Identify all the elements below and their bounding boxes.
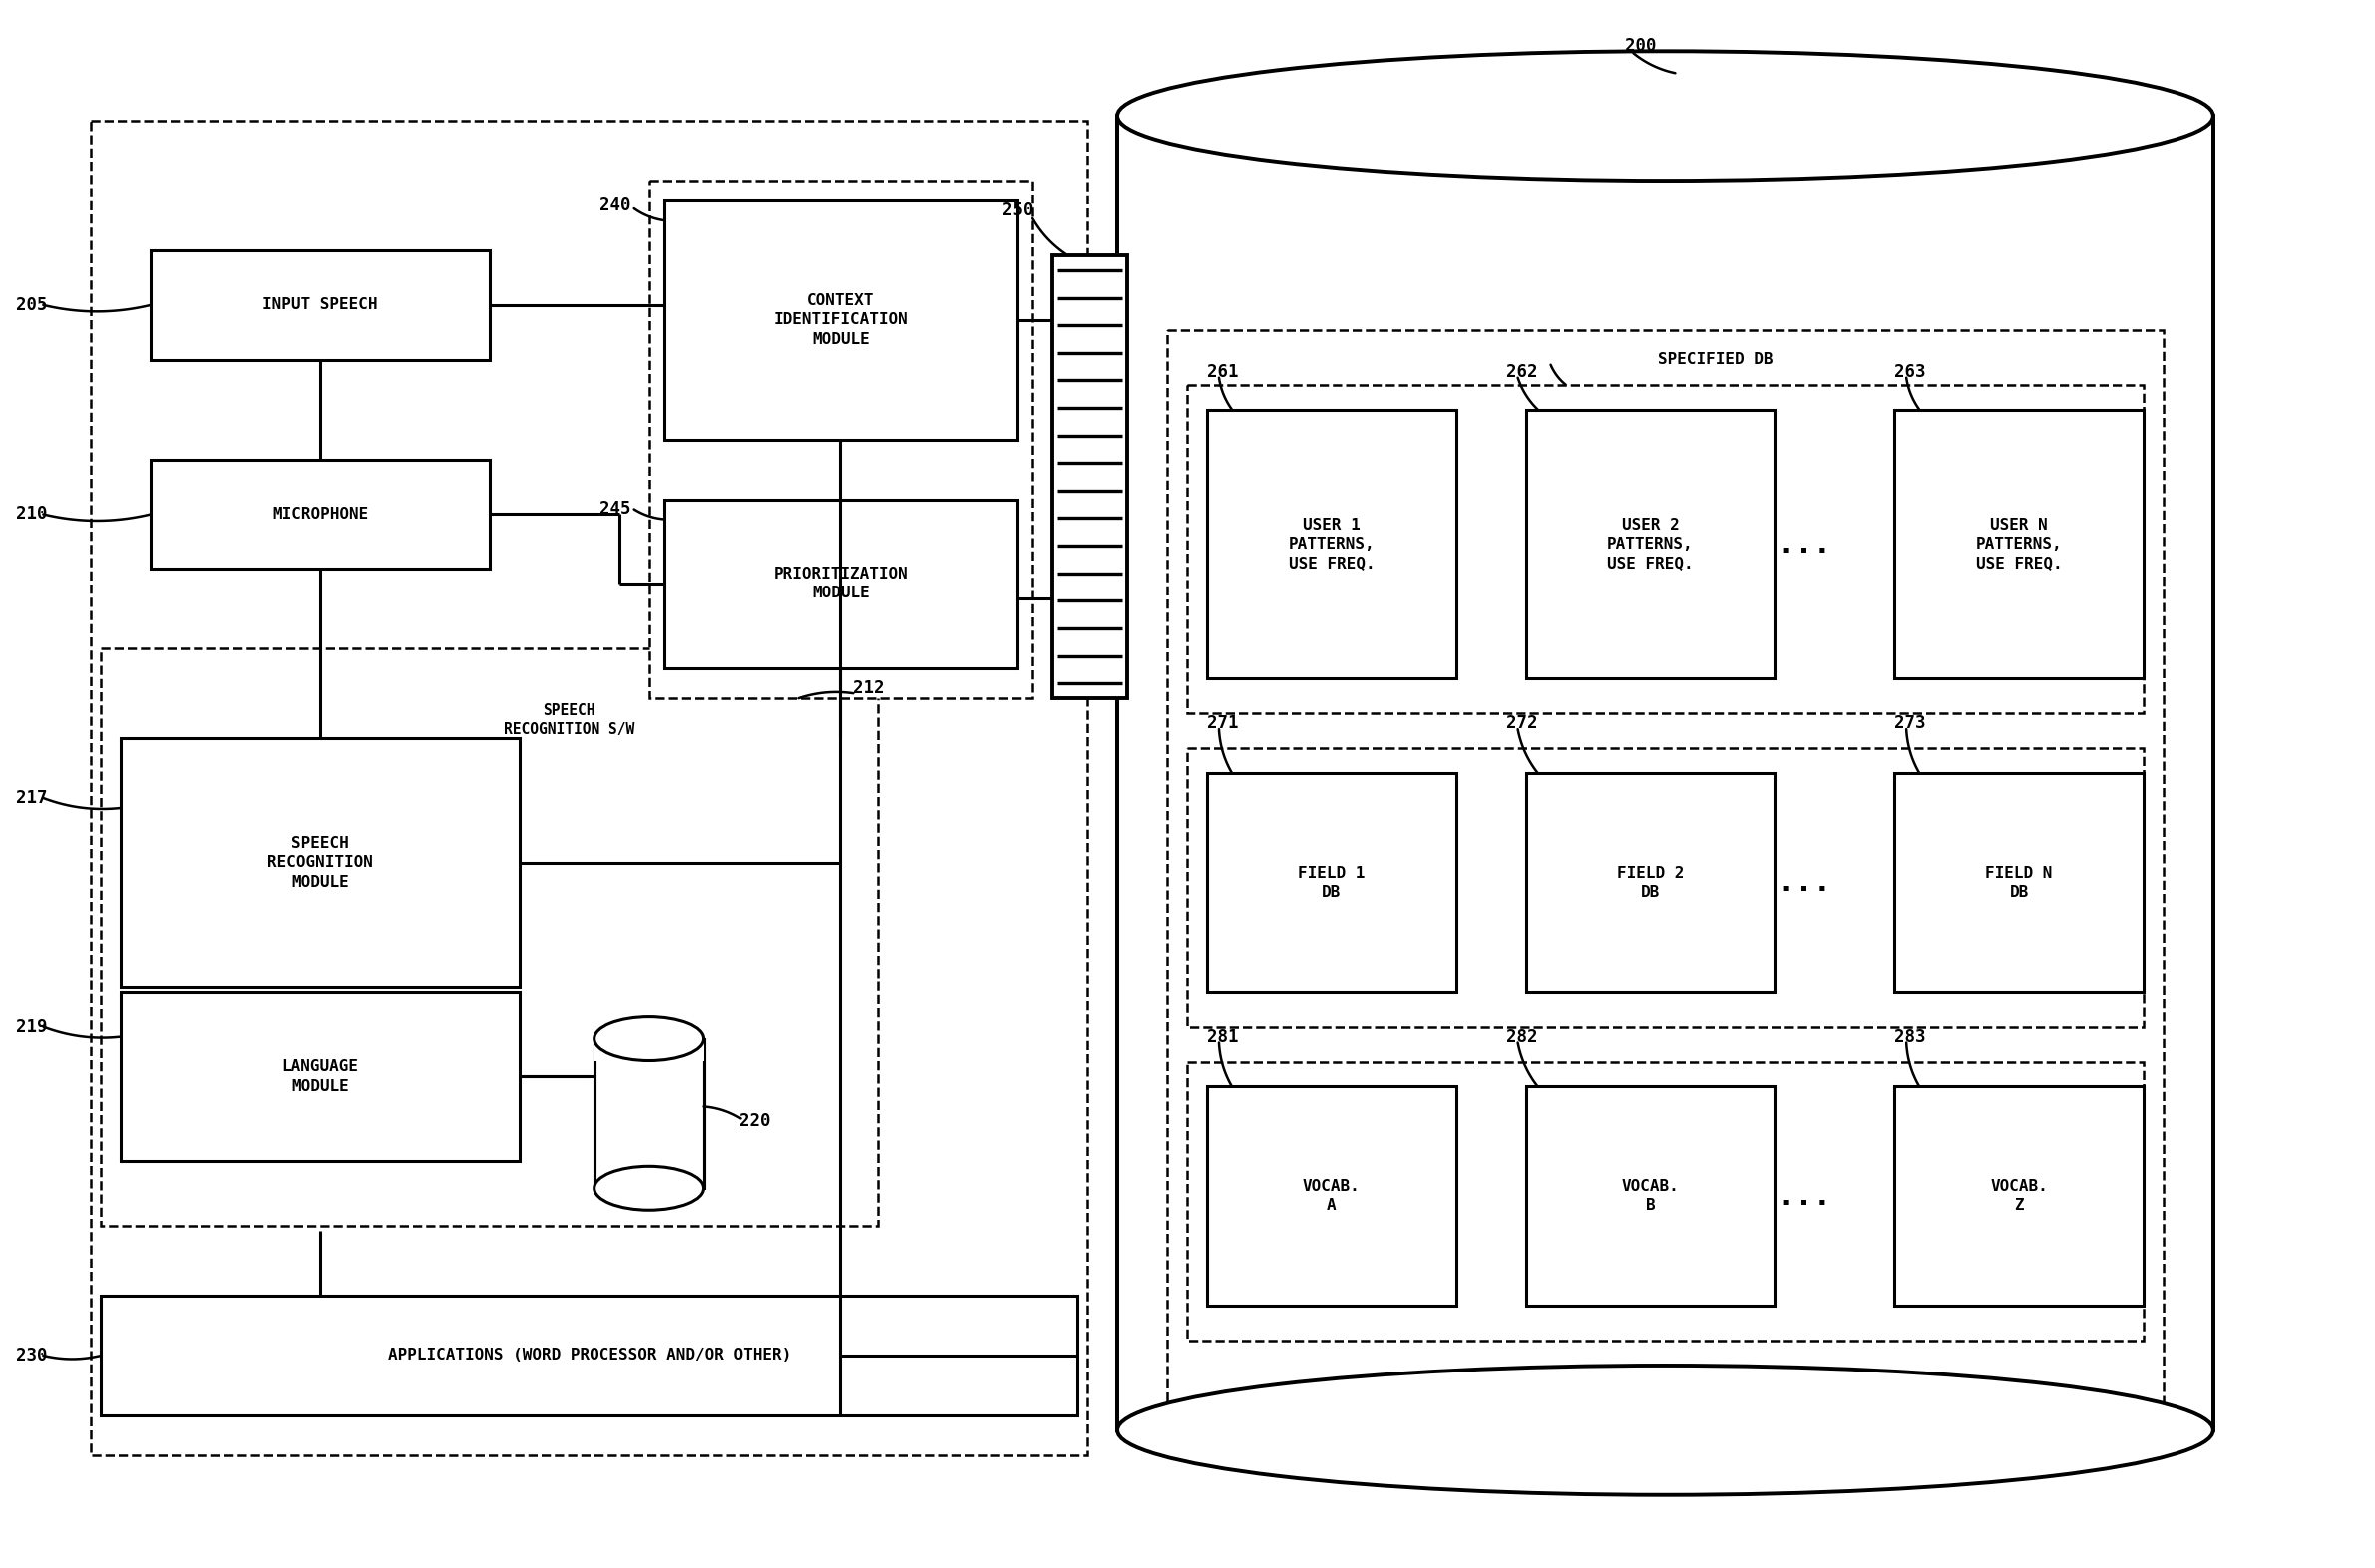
Bar (665, 499, 1016, 668)
Text: USER 1
PATTERNS,
USE FREQ.: USER 1 PATTERNS, USE FREQ. (1287, 517, 1375, 571)
Text: FIELD 1
DB: FIELD 1 DB (1297, 866, 1366, 900)
Text: 263: 263 (1895, 362, 1926, 381)
Text: MICROPHONE: MICROPHONE (273, 506, 368, 522)
Text: 200: 200 (1624, 38, 1658, 55)
Text: 281: 281 (1206, 1029, 1237, 1046)
Text: 261: 261 (1206, 362, 1237, 381)
Bar (1895, 773, 2145, 993)
Text: SPEECH
RECOGNITION
MODULE: SPEECH RECOGNITION MODULE (268, 836, 373, 889)
Bar (1188, 748, 2145, 1027)
Bar (152, 459, 489, 569)
Bar (1525, 409, 1774, 679)
Bar (1895, 1087, 2145, 1306)
Bar (121, 993, 520, 1162)
Text: ...: ... (1776, 869, 1831, 897)
Bar (1188, 1062, 2145, 1341)
Bar (1112, 116, 2218, 185)
Text: 250: 250 (1002, 202, 1033, 220)
Text: 212: 212 (853, 679, 884, 698)
Bar (594, 1040, 703, 1062)
Text: 217: 217 (17, 789, 48, 808)
Text: ...: ... (1776, 530, 1831, 558)
Text: INPUT SPEECH: INPUT SPEECH (264, 298, 378, 312)
Text: VOCAB.
B: VOCAB. B (1622, 1179, 1679, 1214)
Ellipse shape (1116, 52, 2214, 180)
Text: 283: 283 (1895, 1029, 1926, 1046)
Bar (665, 201, 1016, 439)
Text: ...: ... (1776, 1182, 1831, 1210)
Text: 205: 205 (17, 296, 48, 314)
Text: 245: 245 (598, 500, 632, 517)
Bar (594, 1040, 703, 1189)
Bar (1525, 773, 1774, 993)
Text: 262: 262 (1506, 362, 1537, 381)
Text: CONTEXT
IDENTIFICATION
MODULE: CONTEXT IDENTIFICATION MODULE (774, 293, 907, 347)
Text: VOCAB.
A: VOCAB. A (1302, 1179, 1361, 1214)
Bar (1525, 1087, 1774, 1306)
Text: LANGUAGE
MODULE: LANGUAGE MODULE (283, 1060, 359, 1094)
Text: 240: 240 (598, 196, 632, 215)
Bar (1166, 329, 2164, 1435)
Bar (102, 1295, 1078, 1416)
Text: SPECIFIED DB: SPECIFIED DB (1658, 353, 1772, 367)
Text: 210: 210 (17, 505, 48, 524)
Bar (648, 180, 1033, 698)
Bar (102, 649, 879, 1226)
Bar (1188, 384, 2145, 713)
Text: 272: 272 (1506, 715, 1537, 732)
Text: USER N
PATTERNS,
USE FREQ.: USER N PATTERNS, USE FREQ. (1976, 517, 2062, 571)
Text: 271: 271 (1206, 715, 1237, 732)
Bar (90, 121, 1088, 1455)
Text: 230: 230 (17, 1347, 48, 1364)
Bar (1116, 116, 2214, 1430)
Bar (1206, 409, 1456, 679)
Ellipse shape (594, 1018, 703, 1062)
Text: 219: 219 (17, 1018, 48, 1036)
Bar (121, 739, 520, 988)
Ellipse shape (1116, 1366, 2214, 1494)
Text: SPEECH
RECOGNITION S/W: SPEECH RECOGNITION S/W (504, 704, 634, 737)
Bar (1052, 256, 1128, 698)
Text: USER 2
PATTERNS,
USE FREQ.: USER 2 PATTERNS, USE FREQ. (1608, 517, 1693, 571)
Bar (152, 251, 489, 359)
Text: PRIORITIZATION
MODULE: PRIORITIZATION MODULE (774, 566, 907, 601)
Text: FIELD N
DB: FIELD N DB (1985, 866, 2052, 900)
Ellipse shape (594, 1167, 703, 1210)
Bar (1206, 773, 1456, 993)
Text: 282: 282 (1506, 1029, 1537, 1046)
Bar (1895, 409, 2145, 679)
Text: 220: 220 (739, 1113, 770, 1131)
Text: VOCAB.
Z: VOCAB. Z (1990, 1179, 2047, 1214)
Text: 273: 273 (1895, 715, 1926, 732)
Bar (1206, 1087, 1456, 1306)
Text: FIELD 2
DB: FIELD 2 DB (1617, 866, 1684, 900)
Text: APPLICATIONS (WORD PROCESSOR AND/OR OTHER): APPLICATIONS (WORD PROCESSOR AND/OR OTHE… (387, 1348, 791, 1363)
